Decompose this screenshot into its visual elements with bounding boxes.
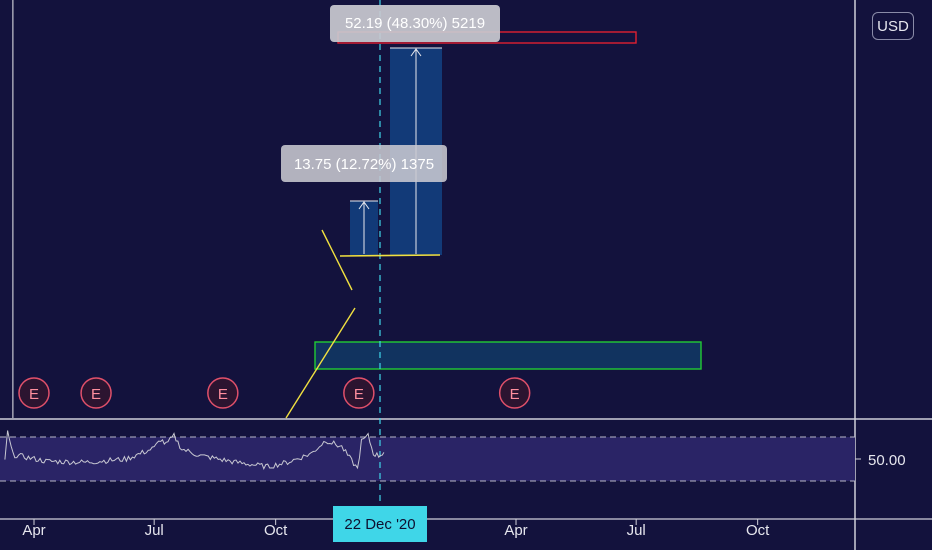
earnings-marker-label: E bbox=[91, 386, 101, 403]
earnings-marker[interactable]: E bbox=[207, 377, 239, 409]
rsi-line bbox=[4, 430, 385, 470]
earnings-marker-circle bbox=[80, 377, 112, 409]
measure-arrowhead-large bbox=[410, 48, 422, 57]
earnings-marker[interactable]: E bbox=[498, 377, 531, 409]
rsi-series bbox=[4, 430, 385, 470]
earnings-marker-label: E bbox=[510, 386, 520, 403]
earnings-marker-circle bbox=[207, 377, 239, 409]
currency-button[interactable]: USD bbox=[872, 12, 914, 40]
measure-label-large-bg bbox=[330, 5, 500, 42]
earnings-marker-label: E bbox=[354, 386, 364, 403]
crosshair-date-label: 22 Dec '20 bbox=[333, 506, 427, 542]
demand-zone[interactable] bbox=[314, 341, 702, 370]
measure-label-large[interactable]: 52.19 (48.30%) 5219 bbox=[330, 5, 500, 42]
time-tick-label: Jul bbox=[145, 522, 164, 539]
earnings-marker-circle bbox=[343, 377, 375, 409]
crosshair-date-bg bbox=[333, 506, 427, 542]
earnings-marker-label: E bbox=[218, 386, 228, 403]
flag-upper-line[interactable] bbox=[321, 229, 353, 291]
rsi-tick-label: 50.00 bbox=[868, 452, 906, 469]
support-trendline[interactable] bbox=[285, 307, 356, 419]
axis-ticks: 160.00140.00100.0080.0050.00AprJulOctApr… bbox=[22, 452, 906, 539]
measure-arrowhead-small bbox=[358, 201, 370, 210]
time-tick-label: Oct bbox=[264, 522, 288, 539]
measure-label-small[interactable]: 13.75 (12.72%) 1375 bbox=[281, 145, 447, 182]
earnings-marker-circle bbox=[498, 377, 531, 409]
earnings-marker-circle bbox=[18, 377, 50, 409]
breakout-line[interactable] bbox=[339, 254, 441, 257]
time-tick-label: Oct bbox=[746, 522, 770, 539]
measure-label-small-bg bbox=[281, 145, 447, 182]
measure-label-small-text: 13.75 (12.72%) 1375 bbox=[294, 156, 434, 173]
earnings-marker[interactable]: E bbox=[343, 377, 375, 409]
earnings-marker[interactable]: E bbox=[80, 377, 112, 409]
time-tick-label: Jul bbox=[627, 522, 646, 539]
time-tick-label: Apr bbox=[504, 522, 527, 539]
crosshair-date-text: 22 Dec '20 bbox=[344, 516, 415, 533]
measure-label-large-text: 52.19 (48.30%) 5219 bbox=[345, 15, 485, 32]
earnings-marker[interactable]: E bbox=[18, 377, 50, 409]
rsi-band bbox=[0, 437, 855, 481]
price-series bbox=[12, 0, 14, 418]
time-tick-label: Apr bbox=[22, 522, 45, 539]
earnings-marker-label: E bbox=[29, 386, 39, 403]
